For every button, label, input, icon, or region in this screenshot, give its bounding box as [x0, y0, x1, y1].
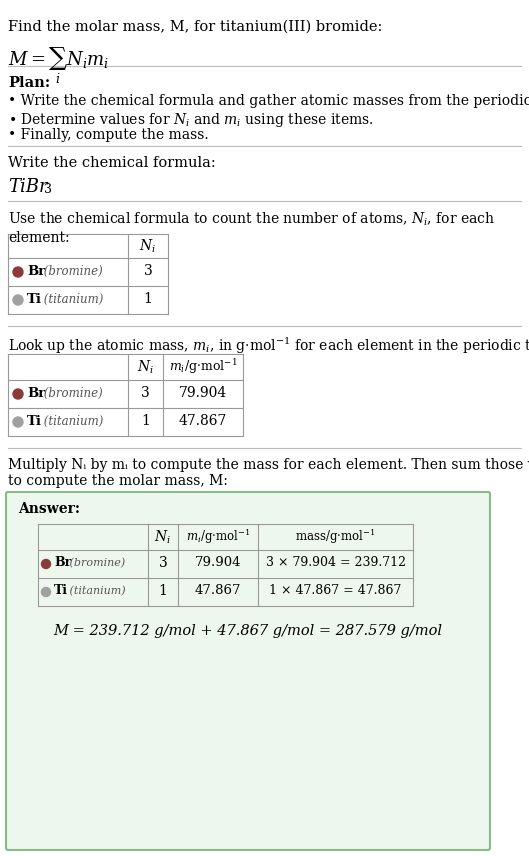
- Circle shape: [13, 267, 23, 277]
- Text: Br: Br: [27, 387, 45, 400]
- Text: Write the chemical formula:: Write the chemical formula:: [8, 156, 216, 170]
- Text: 3: 3: [141, 386, 150, 400]
- Text: Ti: Ti: [27, 293, 42, 306]
- Text: 1 × 47.867 = 47.867: 1 × 47.867 = 47.867: [269, 585, 402, 597]
- Text: 79.904: 79.904: [195, 556, 241, 569]
- Circle shape: [13, 417, 23, 427]
- Text: 47.867: 47.867: [195, 585, 241, 597]
- Text: $N_i$: $N_i$: [154, 528, 171, 546]
- Circle shape: [13, 295, 23, 305]
- Text: • Write the chemical formula and gather atomic masses from the periodic table.: • Write the chemical formula and gather …: [8, 94, 529, 108]
- Text: mass/g·mol$^{-1}$: mass/g·mol$^{-1}$: [295, 527, 376, 546]
- Text: $m_i$/g·mol$^{-1}$: $m_i$/g·mol$^{-1}$: [186, 527, 250, 546]
- Text: (titanium): (titanium): [40, 293, 103, 306]
- Text: $M = \sum_i N_i m_i$: $M = \sum_i N_i m_i$: [8, 46, 109, 86]
- Text: 3: 3: [159, 556, 167, 570]
- Text: 1: 1: [143, 292, 152, 306]
- Text: 3 × 79.904 = 239.712: 3 × 79.904 = 239.712: [266, 556, 406, 569]
- Text: (bromine): (bromine): [40, 387, 103, 400]
- Text: $N_i$: $N_i$: [137, 359, 154, 376]
- Text: 79.904: 79.904: [179, 386, 227, 400]
- Text: (titanium): (titanium): [40, 414, 103, 427]
- Text: Br: Br: [27, 265, 45, 277]
- Text: 47.867: 47.867: [179, 414, 227, 428]
- Circle shape: [41, 560, 50, 568]
- Circle shape: [13, 389, 23, 399]
- Text: M = 239.712 g/mol + 47.867 g/mol = 287.579 g/mol: M = 239.712 g/mol + 47.867 g/mol = 287.5…: [53, 624, 442, 638]
- Text: 1: 1: [141, 414, 150, 428]
- Text: Use the chemical formula to count the number of atoms, $N_i$, for each element:: Use the chemical formula to count the nu…: [8, 211, 495, 245]
- Text: (bromine): (bromine): [66, 558, 125, 568]
- Text: Multiply Nᵢ by mᵢ to compute the mass for each element. Then sum those values: Multiply Nᵢ by mᵢ to compute the mass fo…: [8, 458, 529, 472]
- Text: $N_i$: $N_i$: [140, 237, 157, 255]
- Text: • Determine values for $N_i$ and $m_i$ using these items.: • Determine values for $N_i$ and $m_i$ u…: [8, 111, 373, 129]
- FancyBboxPatch shape: [6, 492, 490, 850]
- Text: 1: 1: [159, 584, 168, 598]
- Text: Plan:: Plan:: [8, 76, 50, 90]
- Text: $m_i$/g·mol$^{-1}$: $m_i$/g·mol$^{-1}$: [169, 358, 237, 377]
- Text: to compute the molar mass, M:: to compute the molar mass, M:: [8, 474, 228, 488]
- Text: Look up the atomic mass, $m_i$, in g·mol$^{-1}$ for each element in the periodic: Look up the atomic mass, $m_i$, in g·mol…: [8, 336, 529, 356]
- Text: (bromine): (bromine): [40, 265, 103, 277]
- Text: Find the molar mass, M, for titanium(III) bromide:: Find the molar mass, M, for titanium(III…: [8, 20, 382, 34]
- Text: Br: Br: [54, 556, 71, 569]
- Text: Answer:: Answer:: [18, 502, 80, 516]
- Text: 3: 3: [44, 183, 52, 196]
- Text: Ti: Ti: [54, 585, 68, 597]
- Text: • Finally, compute the mass.: • Finally, compute the mass.: [8, 128, 208, 142]
- Text: TiBr: TiBr: [8, 178, 48, 196]
- Circle shape: [41, 587, 50, 597]
- Text: Ti: Ti: [27, 414, 42, 427]
- Text: 3: 3: [144, 264, 152, 278]
- Text: (titanium): (titanium): [66, 586, 125, 596]
